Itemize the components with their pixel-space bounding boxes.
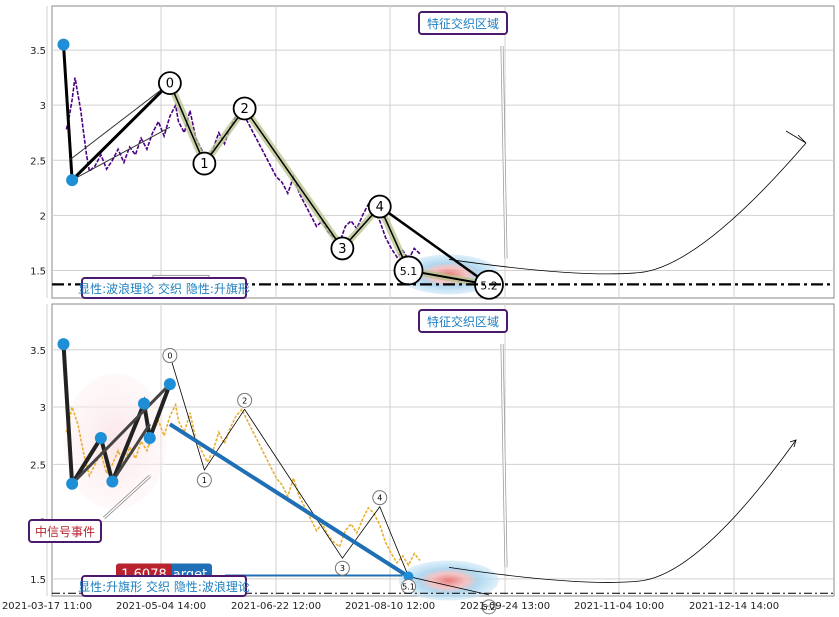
flag-channel-upper [71,383,171,485]
wave-label-circle [330,236,355,261]
flag-point [66,477,79,490]
flag-channel-lower [111,423,152,483]
zone-arrow-inner [501,45,507,259]
flag-point [138,397,150,410]
y-tick-label: 3 [40,403,46,414]
flag-point [57,338,70,351]
wave-label-circle [162,348,178,364]
event-label-box [28,519,102,543]
pole-point [66,174,79,187]
wave-label: 1 [202,476,207,485]
y-tick-label: 1.5 [30,575,46,586]
flag-point [94,431,107,444]
x-tick-label: 2021-12-14 14:00 [689,601,779,612]
x-axis: 2021-03-17 11:00 2021-05-04 14:00 2021-06-… [2,601,779,612]
wave-label: 4 [377,494,382,503]
wave-label: 1 [200,157,208,172]
wave-label: 4 [376,200,384,215]
wave-label-circle [372,490,388,506]
x-tick-label: 2021-11-04 10:00 [574,601,664,612]
x-tick-label: 2021-06-22 12:00 [231,601,321,612]
interweave-zone-ellipse [398,560,499,601]
zone-label-box [418,309,508,333]
zone-label-box [418,11,508,35]
y-tick-label: 2 [40,211,46,222]
flag-point [106,475,119,488]
target-arrow [168,422,410,579]
wave-label: 0 [167,352,172,361]
pattern-label: 显性:波浪理论 交织 隐性:升旗形 [78,281,250,296]
pole-point [57,38,70,51]
wave-label-circle [237,392,253,408]
wave-label: 3 [338,242,346,257]
wave-label: 5.1 [400,265,418,278]
pattern-label-box [81,575,247,597]
y-tick-label: 3 [40,101,46,112]
flag-point [143,431,156,444]
flag-point [163,378,176,391]
projection-arrowhead [789,439,797,448]
wave-label-circle [367,194,392,219]
x-tick-label: 2021-05-04 14:00 [116,601,206,612]
x-tick-label: 2021-08-10 12:00 [345,601,435,612]
wave-label: 3 [340,564,345,573]
projection-curve [448,439,797,583]
zone-label: 特征交织区域 [427,16,499,31]
target-point [403,571,414,582]
wave-label: 5.2 [483,603,496,612]
y-tick-label: 3.5 [30,46,46,57]
y-tick-label: 2.5 [30,156,46,167]
zone-arrow-inner [501,343,507,568]
x-tick-label: 2021-09-24 13:00 [460,601,550,612]
plot-frame [51,5,835,299]
channel-upper [68,82,171,161]
zone-label: 特征交织区域 [427,314,499,329]
pattern-label-box [81,277,247,299]
y-tick-label: 1.5 [30,266,46,277]
projection-arrowhead [785,130,807,144]
event-arrow-inner [103,475,151,519]
plot-frame [51,303,835,597]
projection-curve [448,142,807,275]
wave-label-circle [157,71,182,96]
event-label: 中信号事件 [35,524,95,539]
wave-label: 2 [240,102,248,117]
channel-lower [71,126,171,181]
wave-label-circle [481,599,497,615]
wave-label-circle [232,96,257,121]
wave-label-circle [334,560,350,576]
pattern-label: 显性:升旗形 交织 隐性:波浪理论 [78,579,250,594]
wave-label: 5.1 [402,583,415,592]
wave-label: 5.2 [480,279,498,292]
wave-label-circle [192,151,217,176]
top-panel: 1.522.533.5012345.15.21.3735特征交织区域显性:波浪理… [30,5,835,300]
y-tick-label: 2.5 [30,460,46,471]
bottom-panel: 1.522.533.51.6078arget中信号事件012345.15.21.… [28,303,835,615]
wave-label: 2 [242,396,247,405]
wave-label-circle [196,472,212,488]
x-tick-label: 2021-03-17 11:00 [2,601,92,612]
wave-final-leg [379,205,490,286]
wave-label: 0 [166,77,174,92]
y-tick-label: 3.5 [30,346,46,357]
